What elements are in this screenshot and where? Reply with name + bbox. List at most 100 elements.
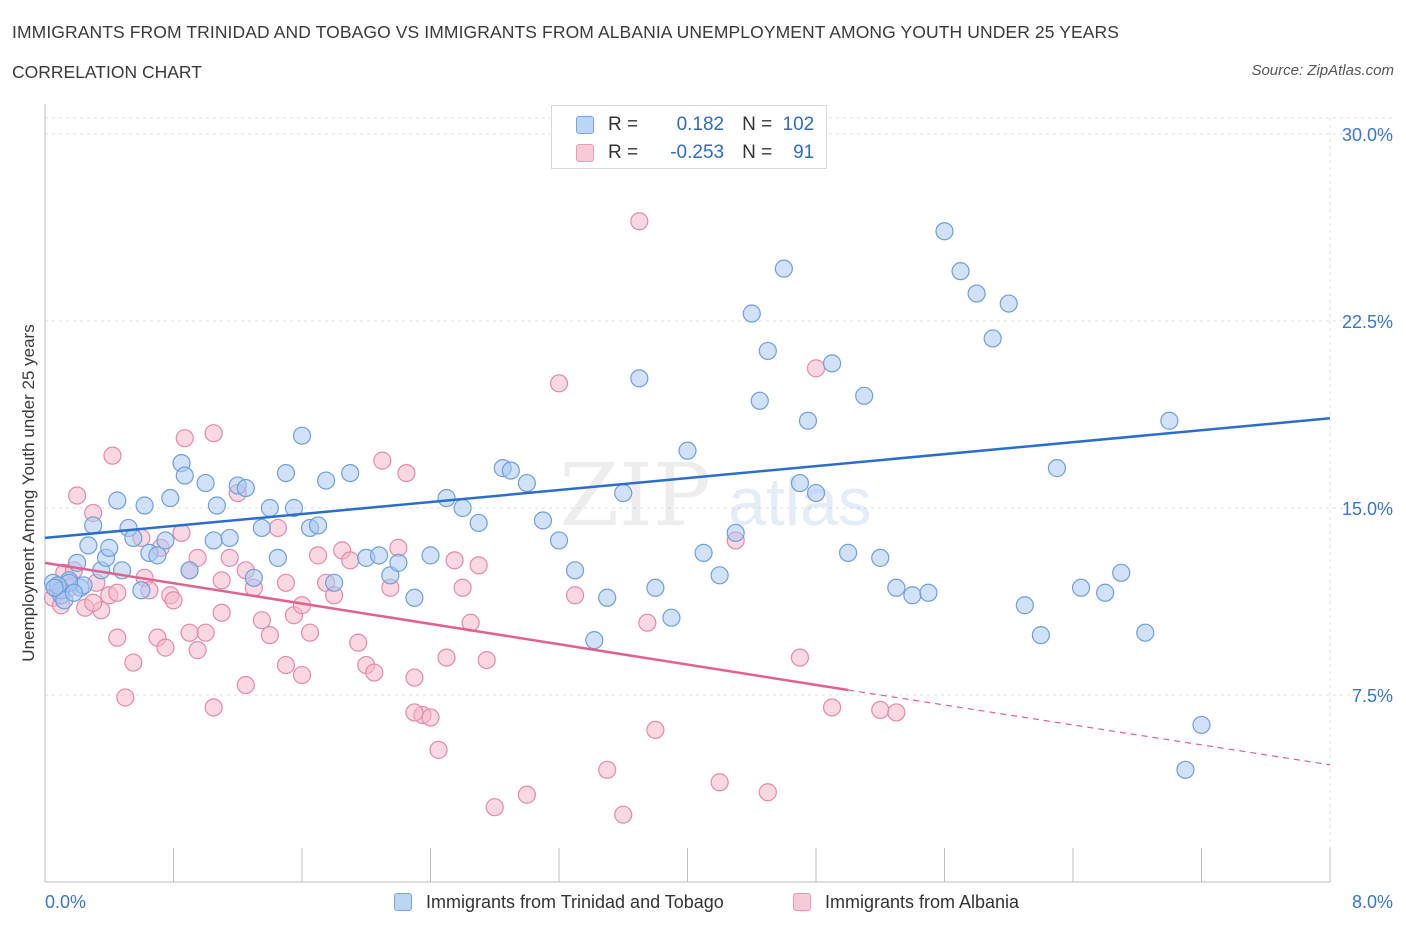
data-point-trinidad xyxy=(951,262,970,281)
data-point-albania xyxy=(212,571,231,590)
data-point-albania xyxy=(405,668,424,687)
data-point-trinidad xyxy=(341,463,360,483)
data-point-trinidad xyxy=(308,516,328,535)
chart-title: IMMIGRANTS FROM TRINIDAD AND TOBAGO VS I… xyxy=(12,22,1120,42)
bottom-legend-label-trinidad: Immigrants from Trinidad and Tobago xyxy=(426,891,724,912)
data-point-trinidad xyxy=(887,578,906,597)
data-point-trinidad xyxy=(124,528,143,548)
data-point-trinidad xyxy=(1192,715,1211,735)
data-point-trinidad xyxy=(1160,411,1179,430)
legend-swatch-albania xyxy=(576,144,594,162)
data-point-trinidad xyxy=(108,491,127,510)
trend-line-albania xyxy=(44,561,849,692)
data-point-trinidad xyxy=(501,461,520,480)
data-point-trinidad xyxy=(646,578,665,597)
y-tick-label: 7.5% xyxy=(1352,686,1393,706)
data-point-trinidad xyxy=(517,473,536,493)
data-point-trinidad xyxy=(161,488,180,508)
data-point-albania xyxy=(429,740,448,759)
data-point-trinidad xyxy=(175,466,194,485)
legend-row-albania: R = -0.253 N = 91 xyxy=(576,141,814,165)
data-point-albania xyxy=(437,648,456,667)
data-point-albania xyxy=(517,785,536,804)
data-point-trinidad xyxy=(598,588,617,607)
data-point-trinidad xyxy=(1047,459,1067,478)
data-point-albania xyxy=(598,760,617,779)
data-point-trinidad xyxy=(389,553,408,572)
data-point-albania xyxy=(469,556,488,575)
data-point-albania xyxy=(758,783,777,802)
data-point-albania xyxy=(260,626,279,645)
data-point-albania xyxy=(565,586,585,605)
legend-row-trinidad: R = 0.182 N = 102 xyxy=(576,113,814,137)
data-point-albania xyxy=(822,698,842,717)
data-point-albania xyxy=(124,653,143,672)
data-point-trinidad xyxy=(64,583,84,602)
data-point-albania xyxy=(268,518,288,538)
data-point-trinidad xyxy=(750,391,769,410)
data-point-trinidad xyxy=(196,473,215,493)
legend-n-value: 91 xyxy=(793,142,815,163)
data-point-albania xyxy=(103,446,122,465)
data-point-trinidad xyxy=(855,386,874,405)
data-point-trinidad xyxy=(325,573,344,592)
data-point-trinidad xyxy=(903,586,922,605)
y-axis-label: Unemployment Among Youth under 25 years xyxy=(19,324,38,662)
data-point-albania xyxy=(196,623,215,642)
legend-n-value: 102 xyxy=(782,114,815,135)
data-point-albania xyxy=(373,451,392,470)
data-point-trinidad xyxy=(1015,596,1034,615)
legend-r-label: R = xyxy=(608,114,639,135)
legend-r-value: 0.182 xyxy=(676,114,725,135)
legend-r-value: -0.253 xyxy=(670,142,725,163)
data-point-albania xyxy=(614,805,633,824)
data-point-trinidad xyxy=(1176,760,1195,779)
y-tick-label: 30.0% xyxy=(1342,125,1393,145)
data-point-trinidad xyxy=(316,471,336,490)
data-point-trinidad xyxy=(236,478,255,498)
data-point-albania xyxy=(300,623,320,642)
data-point-albania xyxy=(871,700,890,720)
data-point-albania xyxy=(204,698,223,717)
data-point-trinidad xyxy=(1071,578,1091,597)
data-point-trinidad xyxy=(244,568,263,587)
data-point-trinidad xyxy=(967,284,986,303)
data-point-trinidad xyxy=(1031,626,1050,645)
data-point-trinidad xyxy=(614,483,633,503)
data-point-albania xyxy=(175,429,194,448)
data-point-trinidad xyxy=(983,329,1002,348)
data-point-trinidad xyxy=(79,536,98,555)
trend-line-albania-extrapolated xyxy=(848,689,1331,766)
data-point-trinidad xyxy=(758,341,777,361)
data-point-albania xyxy=(806,359,826,378)
data-point-trinidad xyxy=(678,441,697,460)
data-point-albania xyxy=(276,655,296,675)
data-point-albania xyxy=(477,650,496,670)
data-point-trinidad xyxy=(84,516,103,535)
bottom-legend-albania: Immigrants from Albania xyxy=(793,890,1019,914)
data-point-albania xyxy=(630,212,649,231)
data-point-trinidad xyxy=(260,498,279,518)
data-point-trinidad xyxy=(1112,563,1131,582)
data-point-trinidad xyxy=(207,496,226,515)
data-point-trinidad xyxy=(292,426,312,445)
data-point-trinidad xyxy=(774,259,793,278)
bottom-legend-swatch-trinidad xyxy=(394,893,412,911)
bottom-legend-trinidad: Immigrants from Trinidad and Tobago xyxy=(394,890,724,914)
bottom-legend-swatch-albania xyxy=(793,893,811,911)
data-point-albania xyxy=(212,603,231,622)
data-point-trinidad xyxy=(1136,623,1155,642)
y-tick-labels: 7.5% 15.0% 22.5% 30.0% xyxy=(1342,125,1393,706)
y-tick-label: 15.0% xyxy=(1342,499,1393,519)
data-point-albania xyxy=(397,463,416,483)
data-point-albania xyxy=(108,628,127,647)
data-point-trinidad xyxy=(694,543,713,562)
data-point-trinidad xyxy=(453,498,472,518)
legend-r-label: R = xyxy=(608,142,639,163)
data-point-albania xyxy=(638,613,657,632)
data-point-albania xyxy=(549,374,569,393)
data-point-trinidad xyxy=(469,513,488,533)
data-point-trinidad xyxy=(662,608,681,627)
legend-swatch-trinidad xyxy=(576,116,594,134)
data-point-albania xyxy=(421,708,440,727)
